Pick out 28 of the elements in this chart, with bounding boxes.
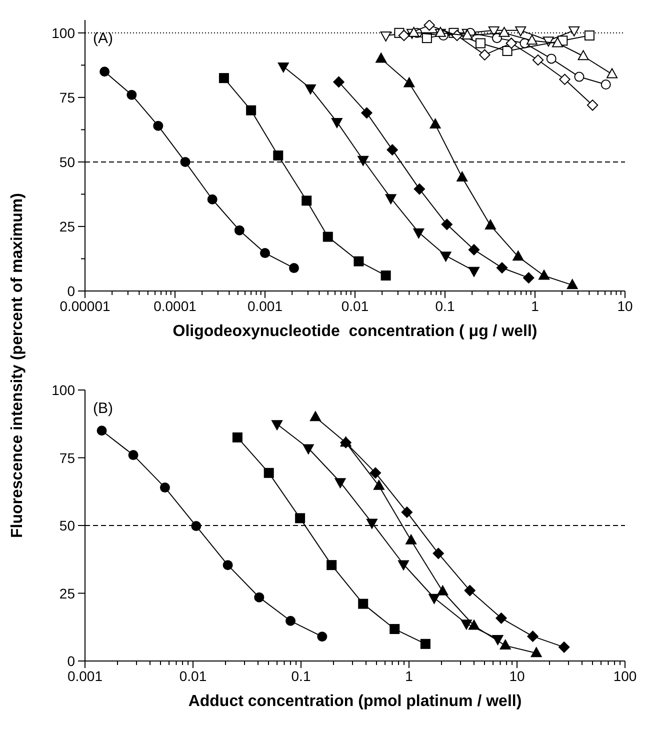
x-tick-label: 0.01 (341, 298, 369, 314)
x-tick-label: 1 (405, 668, 414, 684)
y-tick-label: 75 (59, 450, 76, 466)
y-tick-label: 75 (59, 89, 76, 106)
annotation: (A) (93, 30, 113, 47)
x-tick-label: 100 (613, 668, 637, 684)
x-tick-label: 0.00001 (60, 298, 111, 314)
y-tick-label: 50 (59, 154, 76, 170)
y-tick-label: 50 (59, 518, 76, 534)
y-axis-title: Fluorescence intensity (percent of maximum) (8, 193, 26, 538)
x-tick-label: 10 (509, 668, 525, 684)
x-tick-label: 0.001 (247, 298, 283, 314)
x-axis-title: Adduct concentration (pmol platinum / well) (187, 693, 523, 711)
y-tick-label: 0 (67, 653, 76, 669)
annotation: (B) (93, 400, 113, 417)
x-tick-label: 0.1 (291, 668, 311, 684)
x-tick-label: 0.0001 (154, 298, 197, 314)
y-tick-label: 25 (59, 218, 76, 234)
x-tick-label: 0.1 (435, 298, 455, 314)
y-tick-label: 0 (67, 283, 76, 299)
x-axis-title: Oligodeoxynucleotide concentration ( μg / well) (172, 323, 538, 341)
x-tick-label: 0.001 (67, 668, 103, 684)
y-tick-label: 100 (52, 382, 76, 398)
y-tick-label: 100 (52, 24, 76, 41)
x-tick-label: 0.01 (179, 668, 207, 684)
x-tick-label: 1 (531, 298, 540, 314)
y-tick-label: 25 (59, 585, 76, 602)
x-tick-label: 10 (617, 298, 633, 314)
